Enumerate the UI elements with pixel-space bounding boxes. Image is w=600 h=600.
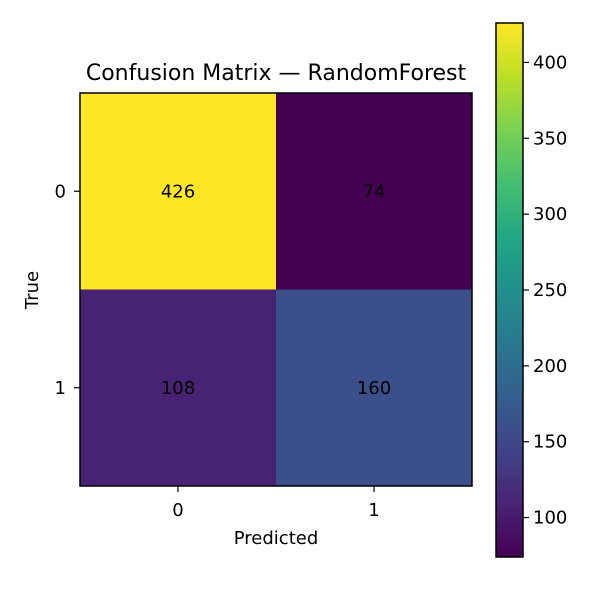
x-tick-label: 0 bbox=[172, 500, 183, 521]
y-axis-label: True bbox=[22, 271, 43, 310]
colorbar-tick-label: 300 bbox=[533, 204, 567, 225]
colorbar-tick-label: 100 bbox=[533, 508, 567, 529]
heatmap-cell-r1-c0 bbox=[80, 289, 276, 486]
colorbar-ticks: 100 150 200 250 300 350 400 bbox=[523, 52, 567, 529]
x-tick-label: 1 bbox=[368, 500, 379, 521]
y-tick-label: 0 bbox=[55, 181, 66, 202]
y-tick-label: 1 bbox=[55, 378, 66, 399]
cell-value-label: 74 bbox=[363, 181, 386, 202]
heatmap-cell-r0-c1 bbox=[276, 93, 472, 290]
heatmap-cells bbox=[80, 93, 472, 486]
cell-value-label: 426 bbox=[161, 181, 195, 202]
colorbar-tick-label: 400 bbox=[533, 52, 567, 73]
colorbar-tick-label: 200 bbox=[533, 356, 567, 377]
heatmap-cell-labels: 426 74 108 160 bbox=[161, 181, 391, 399]
colorbar-tick-label: 350 bbox=[533, 128, 567, 149]
y-axis-ticks: 01 bbox=[55, 181, 80, 399]
cell-value-label: 108 bbox=[161, 378, 195, 399]
colorbar-tick-label: 250 bbox=[533, 280, 567, 301]
colorbar-gradient bbox=[496, 23, 523, 557]
colorbar: 100 150 200 250 300 350 400 bbox=[495, 22, 567, 558]
heatmap-cell-r1-c1 bbox=[276, 289, 472, 486]
plot-frame bbox=[79, 92, 473, 487]
chart-title: Confusion Matrix — RandomForest bbox=[86, 61, 467, 86]
cell-value-label: 160 bbox=[357, 378, 391, 399]
heatmap-cell-r0-c0 bbox=[80, 93, 276, 290]
colorbar-tick-label: 150 bbox=[533, 432, 567, 453]
x-axis-label: Predicted bbox=[234, 528, 319, 549]
